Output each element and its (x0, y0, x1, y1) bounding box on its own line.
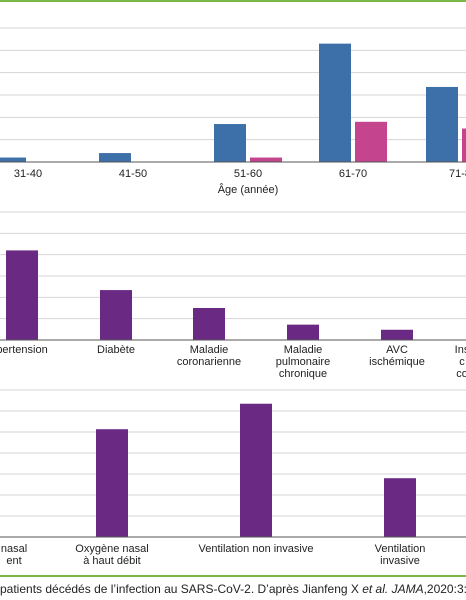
category-tick-label: Diabète (97, 344, 135, 356)
bar (100, 290, 132, 340)
panel-age: 31-40 41-50 51-60 61-70 71-8 Âge (année) (0, 27, 466, 196)
bar (426, 86, 458, 162)
category-tick-label: 61-70 (339, 168, 367, 180)
category-tick-label: 41-50 (119, 168, 147, 180)
category-tick-label: Maladie coronarienne (177, 344, 241, 368)
category-tick-label: Ventilation invasive (375, 543, 426, 567)
figure-caption: patients décédés de l’infection au SARS-… (0, 582, 466, 596)
bar (214, 124, 246, 162)
bar (6, 250, 38, 340)
caption-reference: ,2020:3:e20 (423, 582, 466, 596)
bar (99, 153, 131, 162)
category-tick-label: 31-40 (14, 168, 42, 180)
caption-citation: et al. JAMA (362, 582, 424, 596)
bar (355, 121, 387, 162)
bar (193, 308, 225, 340)
category-tick-label: Oxygène nasal à haut débit (75, 543, 148, 567)
panel-oxygen-support: nasal ent Oxygène nasal à haut débit Ventila… (0, 389, 466, 567)
category-tick-label: nasal ent (1, 543, 27, 567)
bar (384, 478, 416, 537)
category-tick-label: Inscco (455, 344, 466, 380)
bar (381, 329, 413, 340)
category-tick-label: pertension (0, 344, 48, 356)
category-tick-label: Maladie pulmonaire chronique (276, 344, 330, 380)
category-tick-label: Ventilation non invasive (199, 543, 314, 555)
caption-text: patients décédés de l’infection au SARS-… (0, 582, 363, 596)
bar (96, 429, 128, 537)
bar (287, 324, 319, 340)
bar (250, 157, 282, 162)
bar (0, 157, 26, 162)
category-tick-label: AVC ischémique (369, 344, 425, 368)
age-axis-title: Âge (année) (218, 183, 279, 196)
category-tick-label: 71-8 (449, 168, 466, 180)
category-tick-label: 51-60 (234, 168, 262, 180)
bar (240, 403, 272, 537)
bar (319, 43, 351, 163)
panel-comorbidities: pertension Diabète Maladie coronarienne Mala… (0, 211, 466, 380)
bar (462, 128, 466, 162)
